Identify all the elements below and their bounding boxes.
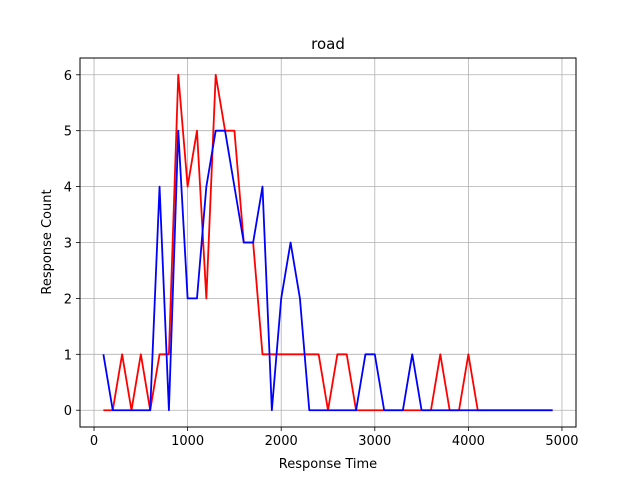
y-axis-label: Response Count <box>40 189 55 294</box>
x-tick-label: 5000 <box>545 434 578 449</box>
x-axis-ticks: 0 1000 2000 3000 4000 5000 <box>90 427 579 449</box>
y-tick-label: 0 <box>64 404 72 419</box>
y-tick-label: 5 <box>64 125 72 140</box>
x-tick-label: 3000 <box>358 434 391 449</box>
x-tick-label: 2000 <box>265 434 298 449</box>
x-tick-label: 4000 <box>452 434 485 449</box>
x-tick-label: 1000 <box>171 434 204 449</box>
grid-lines <box>80 58 576 427</box>
y-axis-ticks: 0 1 2 3 4 5 6 <box>64 69 80 419</box>
series-group <box>102 73 553 412</box>
series-line-2 <box>102 129 553 412</box>
x-axis-label: Response Time <box>279 457 377 472</box>
y-tick-label: 2 <box>64 292 72 307</box>
y-tick-label: 6 <box>64 69 72 84</box>
y-tick-label: 1 <box>64 348 72 363</box>
chart-title: road <box>311 35 345 53</box>
x-tick-label: 0 <box>90 434 98 449</box>
y-tick-label: 3 <box>64 237 72 252</box>
y-tick-label: 4 <box>64 181 72 196</box>
